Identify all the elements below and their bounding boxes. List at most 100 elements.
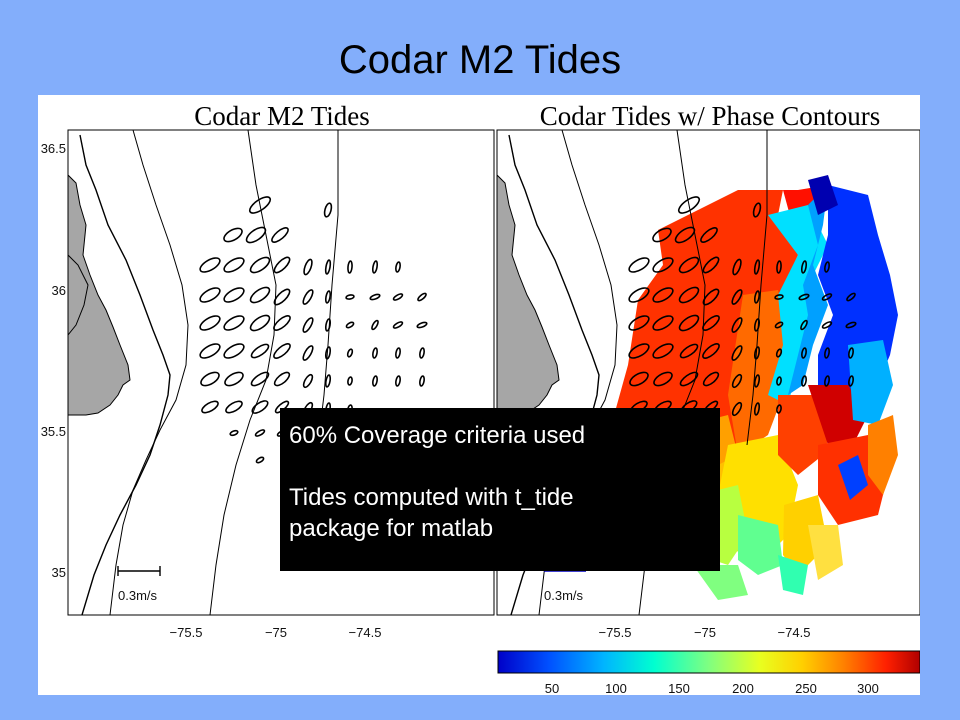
tidal-ellipse xyxy=(776,376,782,386)
tidal-ellipse xyxy=(392,293,404,301)
tidal-ellipse xyxy=(845,321,857,329)
tidal-ellipse xyxy=(652,315,674,331)
tidal-ellipse xyxy=(417,292,427,302)
colorbar-tick-250: 250 xyxy=(795,681,817,695)
tidal-ellipse xyxy=(323,202,333,218)
tidal-ellipse xyxy=(371,260,379,274)
tidal-ellipse xyxy=(731,373,743,389)
tidal-ellipse xyxy=(678,256,700,274)
tidal-ellipse xyxy=(302,289,314,305)
tidal-ellipse xyxy=(775,348,783,358)
tidal-ellipse xyxy=(628,257,650,273)
tidal-ellipse xyxy=(753,402,761,416)
tidal-ellipse xyxy=(753,290,761,304)
tidal-ellipse xyxy=(199,287,221,303)
tidal-ellipse xyxy=(347,260,353,274)
tidal-ellipse xyxy=(652,343,674,359)
tidal-ellipse xyxy=(273,315,291,331)
barrier-island xyxy=(79,134,171,615)
tidal-ellipse xyxy=(416,321,428,329)
tidal-ellipse xyxy=(395,347,401,359)
tidal-ellipse xyxy=(249,314,271,332)
left-x-tick-75-5: −75.5 xyxy=(170,625,203,640)
tidal-ellipse xyxy=(249,286,271,304)
tidal-ellipse xyxy=(345,321,355,329)
tide-figure: Codar M2 Tides Codar Tides w/ Phase Cont… xyxy=(38,95,920,695)
colorbar-tick-150: 150 xyxy=(668,681,690,695)
tidal-ellipse xyxy=(824,261,830,273)
tidal-ellipse xyxy=(798,293,810,301)
land-mainland xyxy=(68,174,131,416)
tidal-ellipse xyxy=(395,375,401,387)
right-panel-title: Codar Tides w/ Phase Contours xyxy=(540,101,881,131)
tidal-ellipse xyxy=(752,202,762,218)
tidal-ellipse xyxy=(273,343,291,359)
tidal-ellipse xyxy=(801,375,807,387)
tidal-ellipse xyxy=(702,288,720,306)
tidal-ellipse xyxy=(700,227,718,243)
tidal-ellipse xyxy=(324,259,332,275)
tidal-ellipse xyxy=(679,343,699,359)
tidal-ellipse xyxy=(229,429,239,437)
right-x-tick-75-5: −75.5 xyxy=(599,625,632,640)
tidal-ellipse xyxy=(628,315,650,331)
tidal-ellipse xyxy=(731,401,743,417)
tidal-ellipse xyxy=(732,258,742,276)
tidal-ellipse xyxy=(255,456,265,464)
colorbar-tick-100: 100 xyxy=(605,681,627,695)
right-scale-label: 0.3m/s xyxy=(544,588,584,603)
slide-title: Codar M2 Tides xyxy=(338,38,622,82)
tidal-ellipse xyxy=(273,371,291,387)
tidal-ellipse xyxy=(273,288,291,306)
tidal-ellipse xyxy=(731,345,743,361)
tidal-ellipse xyxy=(677,196,701,214)
tidal-ellipse xyxy=(419,375,425,387)
tidal-ellipse xyxy=(223,257,245,273)
tidal-ellipse xyxy=(753,374,761,388)
tidal-ellipse xyxy=(302,373,314,389)
tidal-ellipse xyxy=(679,371,699,387)
tidal-ellipse xyxy=(372,375,378,387)
tidal-ellipse xyxy=(395,261,401,273)
note-line-coverage: 60% Coverage criteria used xyxy=(289,422,586,449)
tidal-ellipse xyxy=(223,287,245,303)
land-sound-island xyxy=(68,254,89,336)
phase-colorbar: 50 100 150 200 250 300 xyxy=(497,650,920,695)
left-x-tick-74-5: −74.5 xyxy=(349,625,382,640)
tidal-ellipse xyxy=(199,343,221,359)
tidal-ellipse xyxy=(774,321,784,329)
tidal-ellipse xyxy=(702,343,720,359)
tidal-ellipse xyxy=(224,371,244,387)
tidal-ellipse xyxy=(271,227,289,243)
tidal-ellipse xyxy=(372,347,378,359)
tidal-ellipse xyxy=(225,400,243,414)
note-line-ttide: Tides computed with t_tide xyxy=(289,484,574,511)
tidal-ellipse xyxy=(753,259,761,275)
tidal-ellipse xyxy=(731,289,743,305)
tidal-ellipse xyxy=(776,260,782,274)
tidal-ellipse xyxy=(302,317,314,333)
tidal-ellipse xyxy=(702,371,720,387)
tidal-ellipse xyxy=(199,257,221,273)
note-line-matlab: package for matlab xyxy=(289,515,494,542)
tidal-ellipse xyxy=(419,347,425,359)
tidal-ellipse xyxy=(800,319,808,331)
y-tick-35-5: 35.5 xyxy=(41,424,66,439)
tidal-ellipse xyxy=(774,294,784,300)
tidal-ellipses-left xyxy=(199,196,428,464)
left-x-tick-75: −75 xyxy=(265,625,287,640)
tidal-ellipse xyxy=(628,343,650,359)
tidal-ellipse xyxy=(753,346,761,360)
y-tick-36: 36 xyxy=(52,283,66,298)
y-tick-35: 35 xyxy=(52,565,66,580)
tidal-ellipse xyxy=(302,345,314,361)
colorbar-tick-50: 50 xyxy=(545,681,559,695)
tidal-ellipse xyxy=(223,343,245,359)
right-x-tick-74-5: −74.5 xyxy=(778,625,811,640)
tidal-ellipse xyxy=(653,371,673,387)
left-panel-title: Codar M2 Tides xyxy=(194,101,370,131)
tidal-ellipse xyxy=(199,315,221,331)
colorbar-tick-300: 300 xyxy=(857,681,879,695)
tidal-ellipse xyxy=(821,293,833,301)
tidal-ellipse xyxy=(324,290,332,304)
